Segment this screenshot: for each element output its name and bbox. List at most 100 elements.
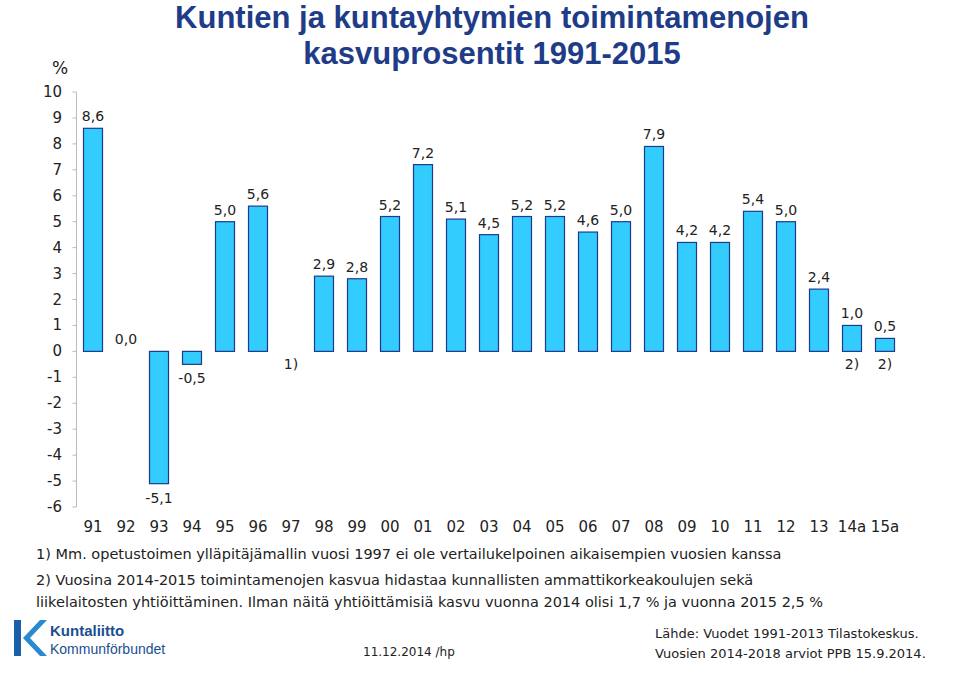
- data-label: 7,9: [643, 126, 665, 142]
- data-label: 5,2: [379, 197, 401, 213]
- y-tick: [73, 403, 77, 404]
- x-tick-label: 12: [776, 518, 795, 536]
- data-label: 2,9: [313, 256, 335, 272]
- data-label: 4,5: [478, 215, 500, 231]
- y-tick: [73, 507, 77, 508]
- source: Vuosien 2014-2018 arviot PPB 15.9.2014.: [655, 646, 926, 661]
- bar: [84, 128, 103, 351]
- data-label: 5,0: [610, 202, 632, 218]
- x-tick-label: 97: [281, 518, 300, 536]
- data-label: 5,2: [511, 197, 533, 213]
- y-tick-label: 1: [52, 316, 62, 334]
- y-tick-label: -5: [47, 472, 62, 490]
- x-tick-label: 02: [446, 518, 465, 536]
- bar: [480, 235, 499, 352]
- x-tick-label: 01: [413, 518, 432, 536]
- x-tick-label: 95: [215, 518, 234, 536]
- title: Kuntien ja kuntayhtymien toimintamenojen: [175, 0, 809, 35]
- y-tick-label: 4: [52, 239, 62, 257]
- bar: [777, 222, 796, 352]
- bar: [546, 217, 565, 352]
- data-label: 5,1: [445, 199, 467, 215]
- x-tick-label: 98: [314, 518, 333, 536]
- y-tick: [73, 351, 77, 352]
- y-tick: [73, 221, 77, 222]
- data-label: 5,0: [775, 202, 797, 218]
- footnote: 2) Vuosina 2014-2015 toimintamenojen kas…: [36, 572, 753, 588]
- data-label: 4,6: [577, 212, 599, 228]
- y-tick-label: -2: [47, 394, 62, 412]
- y-tick: [73, 117, 77, 118]
- x-tick-label: 07: [611, 518, 630, 536]
- x-tick-label: 06: [578, 518, 597, 536]
- bar: [414, 165, 433, 352]
- y-tick: [73, 325, 77, 326]
- bar: [249, 206, 268, 351]
- annotation: 2): [845, 356, 859, 372]
- x-tick-label: 94: [182, 518, 201, 536]
- bar: [579, 232, 598, 351]
- y-tick-label: 0: [52, 342, 62, 360]
- data-label: 2,4: [808, 269, 830, 285]
- y-tick-label: -1: [47, 368, 62, 386]
- x-tick-label: 14a: [838, 518, 866, 536]
- x-tick-label: 91: [83, 518, 102, 536]
- annotation: 1): [284, 356, 298, 372]
- x-tick-label: 08: [644, 518, 663, 536]
- x-tick-label: 15a: [871, 518, 899, 536]
- y-tick: [73, 455, 77, 456]
- data-label: 0,5: [874, 318, 896, 334]
- bar: [513, 217, 532, 352]
- bar: [315, 276, 334, 351]
- footnote: 1) Mm. opetustoimen ylläpitäjämallin vuo…: [36, 546, 781, 562]
- x-tick-label: 03: [479, 518, 498, 536]
- bar: [216, 222, 235, 352]
- bar: [744, 211, 763, 351]
- y-tick-label: 3: [52, 265, 62, 283]
- chart: Kuntien ja kuntayhtymien toimintamenojen…: [0, 0, 959, 679]
- x-tick-label: 00: [380, 518, 399, 536]
- y-tick: [73, 92, 77, 93]
- x-tick-label: 04: [512, 518, 531, 536]
- bar: [117, 351, 136, 352]
- y-tick: [73, 481, 77, 482]
- data-label: 5,6: [247, 186, 269, 202]
- y-tick-label: 2: [52, 291, 62, 309]
- data-label: 4,2: [709, 222, 731, 238]
- date: 11.12.2014 /hp: [363, 645, 455, 659]
- y-tick: [73, 169, 77, 170]
- data-label: 7,2: [412, 145, 434, 161]
- data-label: 5,0: [214, 202, 236, 218]
- x-tick-label: 10: [710, 518, 729, 536]
- y-tick: [73, 273, 77, 274]
- y-tick-label: 5: [52, 213, 62, 231]
- x-tick-label: 92: [116, 518, 135, 536]
- bar: [843, 325, 862, 351]
- data-label: 1,0: [841, 305, 863, 321]
- data-label: 5,4: [742, 191, 764, 207]
- y-tick-label: 9: [52, 109, 62, 127]
- title: kasvuprosentit 1991-2015: [303, 36, 680, 71]
- y-tick: [73, 377, 77, 378]
- data-label: -0,5: [178, 370, 205, 386]
- logo-text: Kuntaliitto: [50, 622, 124, 639]
- x-tick-label: 99: [347, 518, 366, 536]
- y-tick-label: 10: [43, 83, 62, 101]
- data-label: 4,2: [676, 222, 698, 238]
- y-tick: [73, 195, 77, 196]
- y-tick: [73, 429, 77, 430]
- x-tick-label: 13: [809, 518, 828, 536]
- data-label: 2,8: [346, 259, 368, 275]
- footnote: liikelaitosten yhtiöittäminen. Ilman näi…: [36, 594, 823, 610]
- annotation: 2): [878, 356, 892, 372]
- y-tick-label: -4: [47, 446, 62, 464]
- data-label: 8,6: [82, 108, 104, 124]
- source: Lähde: Vuodet 1991-2013 Tilastokeskus.: [655, 626, 919, 641]
- bar: [876, 338, 895, 351]
- bar: [381, 217, 400, 352]
- data-label: 5,2: [544, 197, 566, 213]
- data-label: -5,1: [145, 490, 172, 506]
- y-tick-label: 6: [52, 187, 62, 205]
- bar: [678, 242, 697, 351]
- y-tick: [73, 299, 77, 300]
